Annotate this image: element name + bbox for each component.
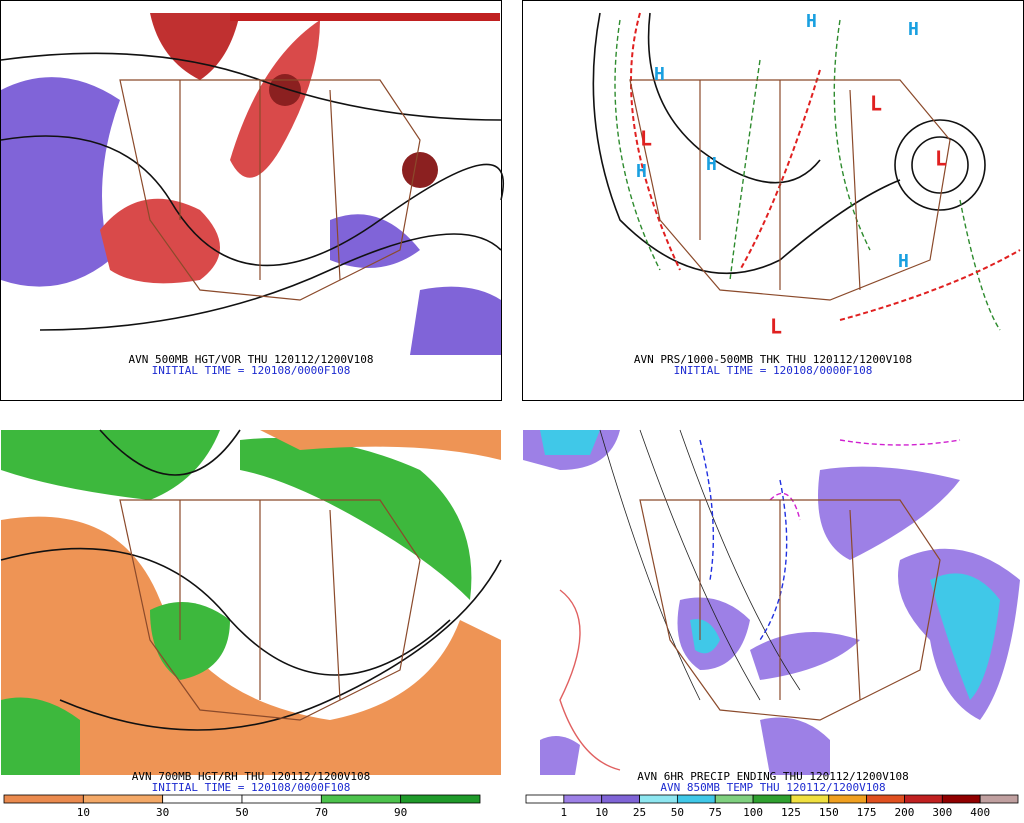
colorbar-segment: [400, 794, 481, 804]
panel-subcaption: INITIAL TIME = 120108/0000F108: [152, 364, 351, 377]
panel-caption: AVN 6HR PRECIP ENDING THU 120112/1200V10…: [637, 770, 909, 783]
svg-text:H: H: [706, 154, 717, 175]
colorbar-segment: [904, 794, 943, 804]
colorbar-segment: [979, 794, 1019, 804]
colorbar-label: 90: [394, 806, 407, 819]
map-500mb: [0, 13, 505, 355]
colorbar-label: 50: [671, 806, 684, 819]
svg-text:H: H: [654, 64, 665, 85]
colorbar-label: 70: [315, 806, 328, 819]
colorbar-segment: [601, 794, 640, 804]
map-700mb: [0, 429, 502, 775]
svg-text:L: L: [935, 147, 947, 171]
colorbar-label: 75: [709, 806, 722, 819]
colorbar-label: 100: [743, 806, 763, 819]
panel-subcaption: AVN 850MB TEMP THU 120112/1200V108: [660, 781, 885, 794]
colorbar-segment: [563, 794, 603, 804]
svg-text:H: H: [908, 19, 919, 40]
colorbar-segment: [790, 794, 830, 804]
panel-caption: AVN PRS/1000-500MB THK THU 120112/1200V1…: [634, 353, 912, 366]
colorbar-segment: [82, 794, 164, 804]
panel-subcaption: INITIAL TIME = 120108/0000F108: [674, 364, 873, 377]
colorbar-segment: [828, 794, 868, 804]
colorbar-label: 150: [819, 806, 839, 819]
colorbar-label: 300: [932, 806, 952, 819]
svg-text:H: H: [636, 161, 647, 182]
colorbar-label: 30: [156, 806, 169, 819]
colorbar-segment: [3, 794, 84, 804]
colorbar-label: 200: [895, 806, 915, 819]
svg-text:H: H: [898, 251, 909, 272]
colorbar-label: 1: [561, 806, 568, 819]
svg-text:L: L: [640, 127, 652, 151]
colorbar-segment: [941, 794, 981, 804]
colorbar-label: 50: [235, 806, 248, 819]
panel-caption: AVN 700MB HGT/RH THU 120112/1200V108: [132, 770, 370, 783]
colorbar-segment: [241, 794, 322, 804]
colorbar-label: 10: [595, 806, 608, 819]
colorbar-segment: [714, 794, 754, 804]
colorbar-segment: [676, 794, 716, 804]
svg-text:H: H: [806, 11, 817, 32]
panel-subcaption: INITIAL TIME = 120108/0000F108: [152, 781, 351, 794]
panel-caption: AVN 500MB HGT/VOR THU 120112/1200V108: [128, 353, 373, 366]
svg-text:L: L: [870, 92, 882, 116]
colorbar-segment: [320, 794, 402, 804]
panel-frame: [0, 0, 502, 401]
svg-text:L: L: [770, 315, 782, 339]
colorbar-label: 10: [77, 806, 90, 819]
map-precip: [523, 429, 1023, 775]
colorbar-segment: [639, 794, 678, 804]
colorbar-label: 125: [781, 806, 801, 819]
colorbar-label: 400: [970, 806, 990, 819]
colorbar-label: 25: [633, 806, 646, 819]
colorbar-segment: [866, 794, 905, 804]
map-1000-500mb: L L L L H H H H H H: [592, 11, 1021, 339]
colorbar-label: 175: [857, 806, 877, 819]
colorbar-segment: [162, 794, 243, 804]
colorbar-segment: [525, 794, 565, 804]
colorbar-segment: [752, 794, 792, 804]
